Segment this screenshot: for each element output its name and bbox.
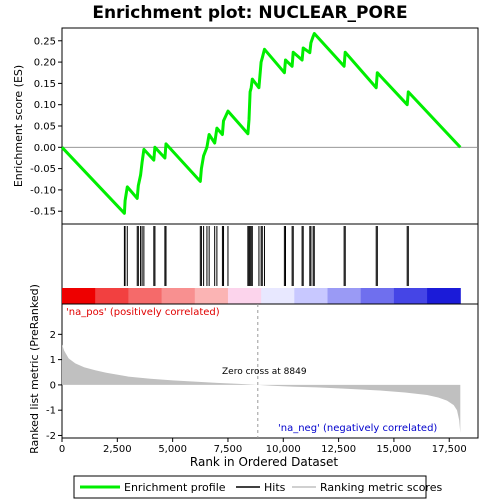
zero-cross-label: Zero cross at 8849: [222, 367, 307, 377]
metric-x-axis: 0 2,500 5,000 7,500 10,000 12,500 15,000 17,500: [59, 438, 467, 455]
metric-y-tick-label: 0: [50, 380, 56, 391]
negative-correlation-label: 'na_neg' (negatively correlated): [278, 423, 437, 434]
legend-hits-label: Hits: [264, 481, 286, 494]
heat-bar-segment: [62, 288, 96, 304]
x-tick-label: 12,500: [321, 444, 356, 455]
x-tick-label: 0: [59, 444, 65, 455]
metric-y-axis-label: Ranked list metric (PreRanked): [28, 284, 41, 454]
es-y-tick-label: 0.00: [34, 143, 56, 154]
ranking-heat-bar: [62, 288, 461, 304]
heat-bar-segment: [360, 288, 395, 304]
es-y-tick-label: 0.05: [34, 122, 56, 133]
enrichment-score-panel: -0.15-0.10-0.050.000.050.100.150.200.25 …: [12, 27, 479, 225]
heat-bar-segment: [427, 288, 461, 304]
es-y-tick-label: -0.05: [30, 164, 56, 175]
es-y-tick-label: -0.15: [30, 207, 56, 218]
es-y-tick-label: 0.20: [34, 58, 56, 69]
metric-y-tick-label: -1: [46, 406, 56, 417]
x-axis-label: Rank in Ordered Dataset: [190, 455, 338, 469]
heat-bar-segment: [327, 288, 362, 304]
x-tick-label: 17,500: [432, 444, 467, 455]
metric-y-axis: -2 -1 0 1 2: [46, 330, 62, 442]
es-y-tick-label: 0.10: [34, 100, 56, 111]
ranked-metric-panel: -2 -1 0 1 2 0 2,500 5,000 7,500 10,000 12,500 15,0…: [28, 284, 479, 469]
hit-lines: [123, 226, 409, 286]
positive-correlation-label: 'na_pos' (positively correlated): [66, 307, 220, 318]
heat-bar-segment: [161, 288, 196, 304]
es-y-tick-label: -0.10: [30, 185, 56, 196]
chart-legend: Enrichment profile Hits Ranking metric s…: [73, 475, 442, 499]
metric-y-tick-label: 2: [50, 330, 56, 341]
hits-panel: [61, 223, 479, 305]
heat-bar-segment: [95, 288, 129, 304]
legend-ranking-label: Ranking metric scores: [320, 481, 442, 494]
enrichment-profile-line: [60, 32, 462, 215]
x-tick-label: 2,500: [103, 444, 132, 455]
ranking-metric-area: [62, 344, 461, 433]
metric-panel-frame: [61, 303, 479, 439]
heat-bar-segment: [261, 288, 295, 304]
legend-enrichment-label: Enrichment profile: [124, 481, 226, 494]
heat-bar-segment: [294, 288, 329, 304]
chart-title: Enrichment plot: NUCLEAR_PORE: [92, 3, 407, 23]
x-tick-label: 7,500: [214, 444, 243, 455]
x-tick-label: 10,000: [266, 444, 301, 455]
heat-bar-segment: [393, 288, 428, 304]
es-y-tick-label: 0.25: [34, 36, 56, 47]
x-tick-label: 15,000: [376, 444, 411, 455]
es-y-axis: -0.15 -0.10 -0.05 0.00 0.05 0.10 0.15 0.20 0.25: [30, 36, 62, 218]
metric-y-tick-label: -2: [46, 431, 56, 442]
x-tick-label: 5,000: [158, 444, 187, 455]
es-y-tick-label: 0.15: [34, 79, 56, 90]
heat-bar-segment: [128, 288, 163, 304]
es-y-axis-label: Enrichment score (ES): [12, 65, 25, 187]
heat-bar-segment: [227, 288, 262, 304]
heat-bar-segment: [194, 288, 229, 304]
metric-y-tick-label: 1: [50, 355, 56, 366]
